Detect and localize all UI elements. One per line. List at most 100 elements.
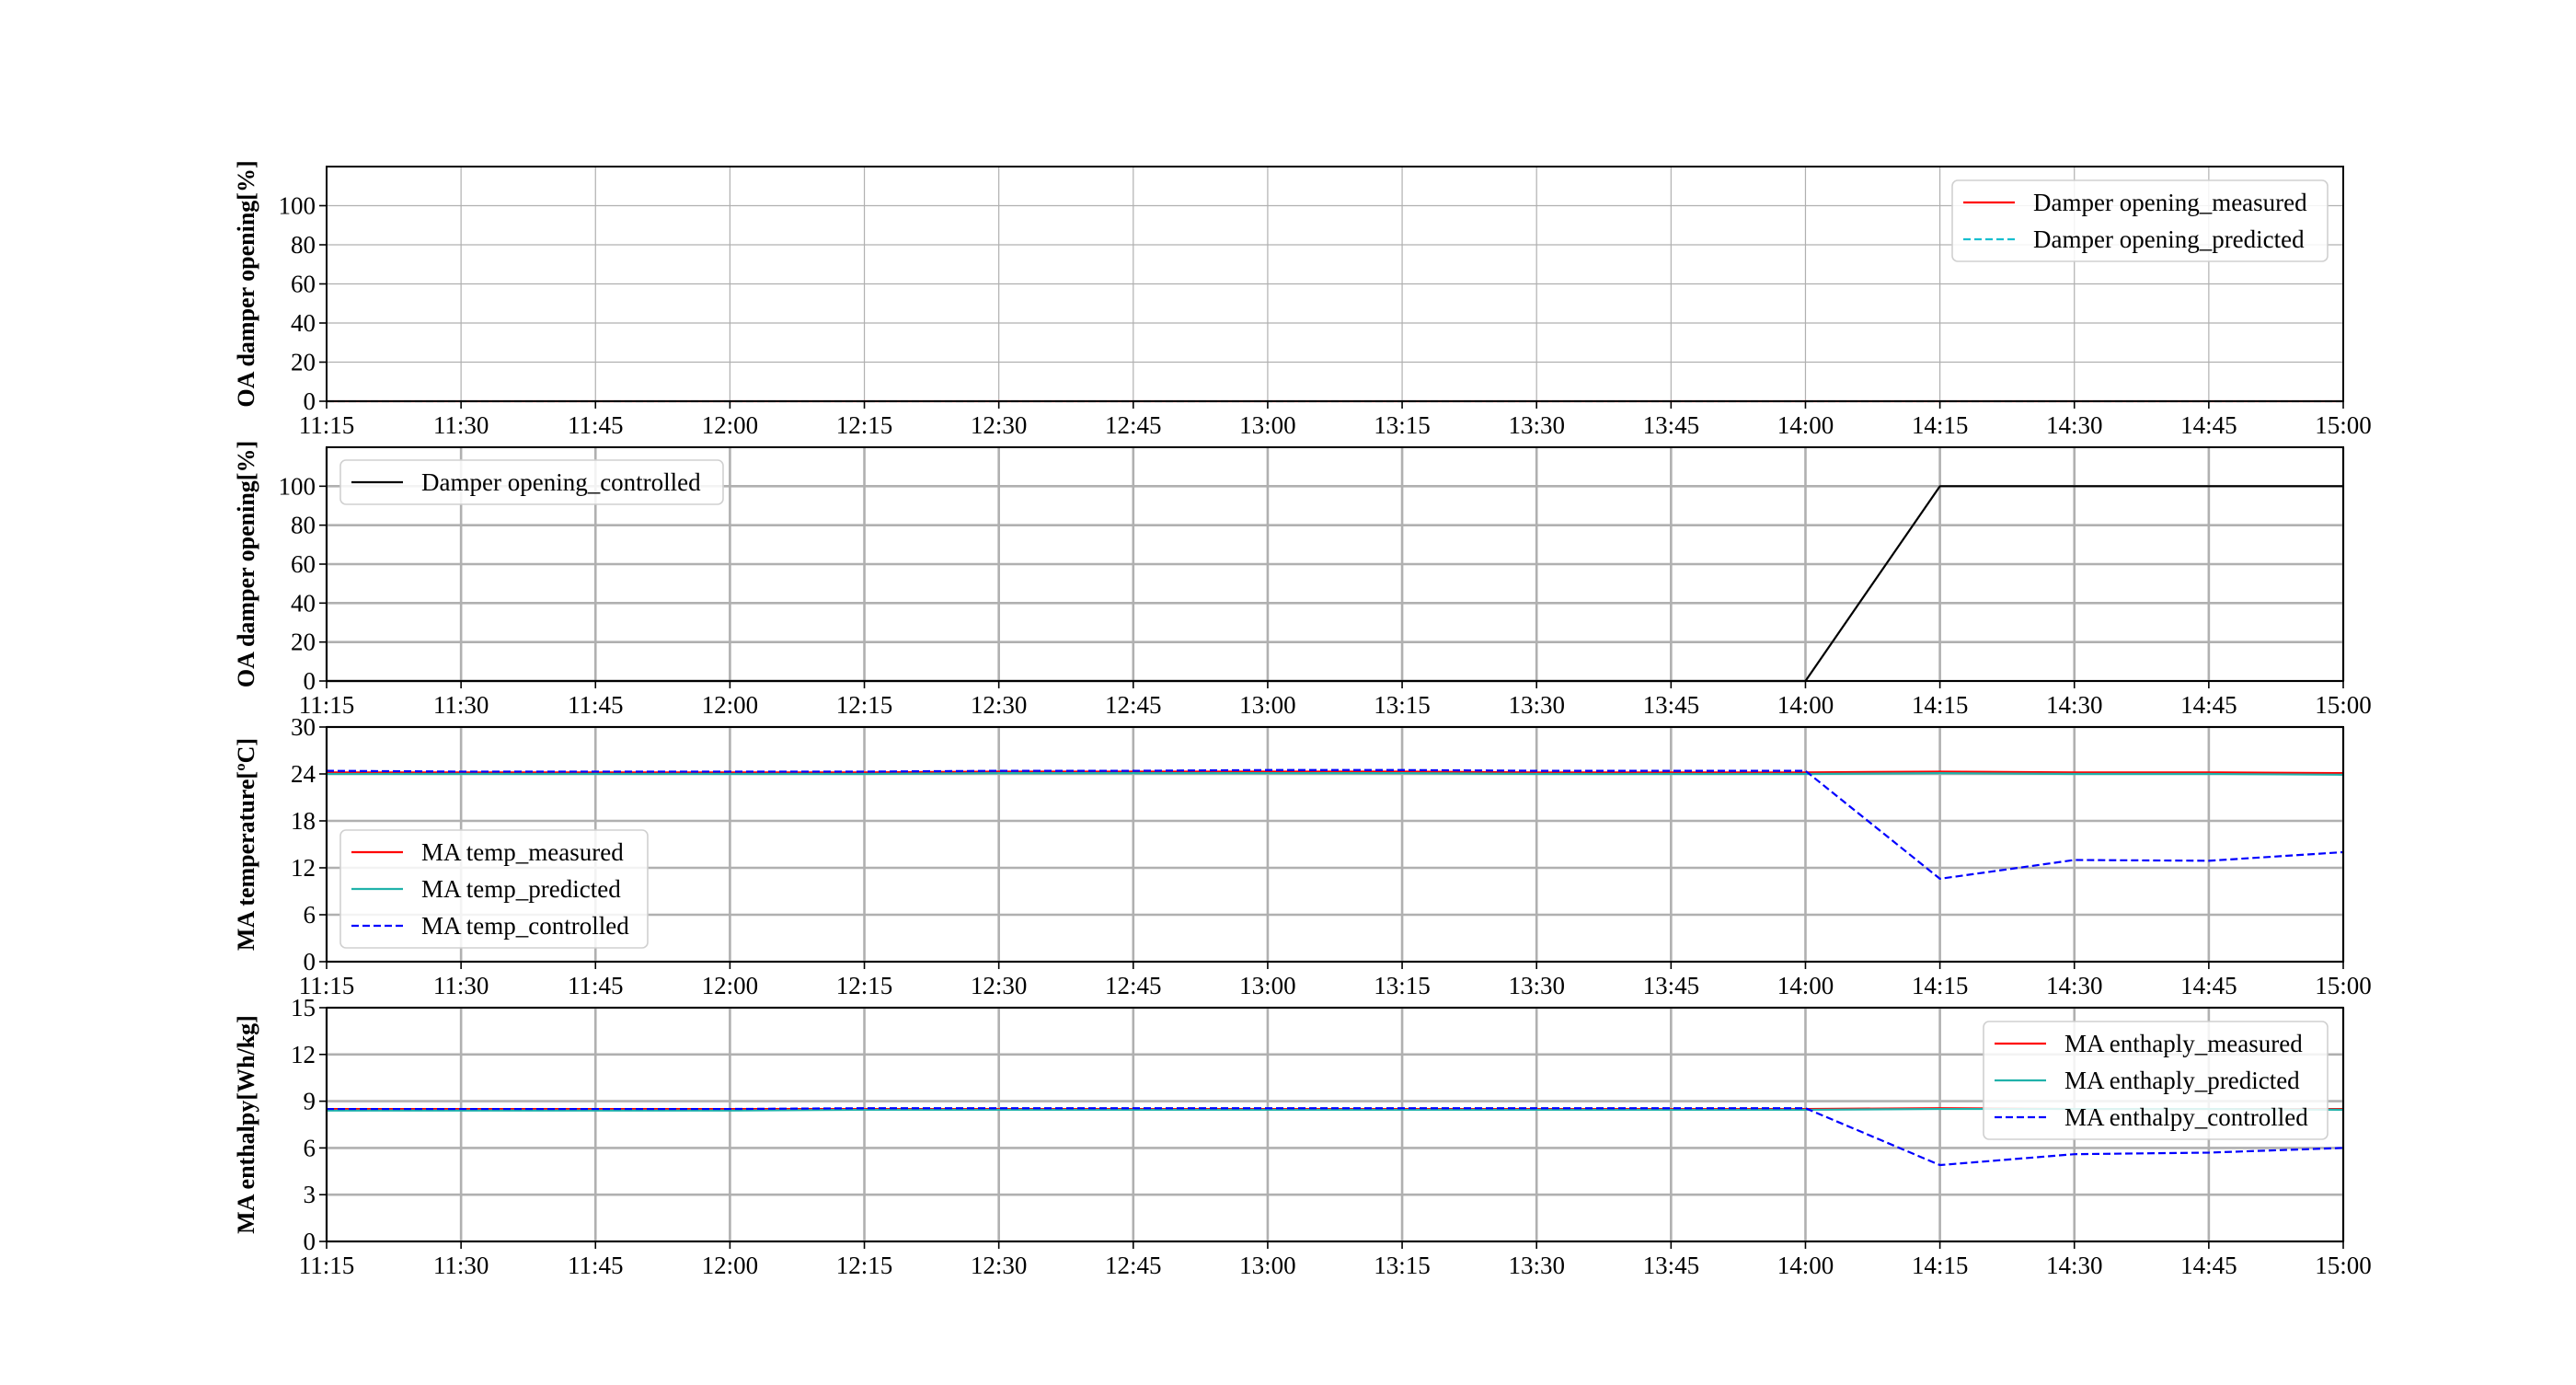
legend-label-2: Damper opening_predicted: [2033, 225, 2305, 253]
x-tick-label: 14:45: [2180, 972, 2237, 999]
y-axis-label: OA damper opening[%]: [233, 441, 259, 687]
x-tick-label: 13:45: [1643, 691, 1700, 719]
x-tick-label: 13:45: [1643, 1252, 1700, 1279]
x-tick-label: 12:30: [971, 1252, 1028, 1279]
y-tick-label: 100: [279, 192, 316, 220]
y-tick-label: 100: [279, 472, 316, 500]
x-tick-label: 12:15: [836, 411, 893, 439]
y-axis-label: MA enthalpy[Wh/kg]: [233, 1015, 259, 1234]
x-tick-label: 12:45: [1105, 1252, 1162, 1279]
legend: Damper opening_controlled: [339, 459, 724, 505]
x-tick-label: 13:00: [1239, 411, 1296, 439]
plot-frame: [326, 1007, 2344, 1242]
y-tick-label: 24: [291, 760, 316, 788]
plot-frame: [326, 726, 2344, 963]
y-tick-label: 40: [291, 589, 316, 617]
y-tick-label: 12: [291, 1041, 316, 1068]
x-tick-label: 12:15: [836, 972, 893, 999]
x-tick-label: 15:00: [2315, 691, 2372, 719]
y-tick-label: 20: [291, 349, 316, 376]
legend-label-1: MA enthaply_measured: [2064, 1030, 2303, 1057]
y-axis-label: OA damper opening[%]: [233, 160, 259, 407]
y-tick-label: 12: [291, 854, 316, 882]
x-tick-label: 14:45: [2180, 411, 2237, 439]
chart-panel-2: 0 20 40 60 80 100 11:15 11:30 11:45 12:00 12:15 12:…: [233, 441, 2372, 719]
chart-panel-4: 0 3 6 9 12 15 11:15 11:30 11:45 12:00 12:15 12:30 12…: [233, 994, 2372, 1279]
y-tick-label: 18: [291, 807, 316, 835]
x-tick-label: 14:30: [2046, 411, 2103, 439]
series-line-3: [327, 1107, 2344, 1167]
y-tick-label: 3: [304, 1181, 316, 1208]
x-tick-label: 11:30: [433, 972, 489, 999]
x-tick-label: 11:15: [299, 691, 355, 719]
legend: MA temp_measured MA temp_predicted MA temp…: [339, 829, 649, 949]
x-tick-label: 11:45: [568, 972, 624, 999]
y-tick-label: 60: [291, 271, 316, 298]
legend: MA enthaply_measured MA enthaply_predicte…: [1983, 1021, 2329, 1140]
x-tick-label: 15:00: [2315, 972, 2372, 999]
x-tick-label: 13:30: [1508, 411, 1565, 439]
series-line-3: [326, 768, 2344, 881]
y-tick-label: 60: [291, 550, 316, 578]
y-tick-label: 0: [304, 948, 316, 975]
x-tick-label: 15:00: [2315, 411, 2372, 439]
legend-label-2: MA enthaply_predicted: [2064, 1067, 2300, 1094]
legend-label-3: MA enthalpy_controlled: [2064, 1103, 2308, 1131]
x-tick-label: 11:30: [433, 1252, 489, 1279]
legend-box: [339, 459, 724, 505]
x-tick-label: 14:15: [1912, 411, 1969, 439]
x-tick-label: 13:00: [1239, 972, 1296, 999]
y-tick-label: 9: [304, 1088, 316, 1115]
y-tick-label: 40: [291, 309, 316, 337]
y-tick-label: 80: [291, 231, 316, 259]
x-tick-label: 12:00: [702, 691, 759, 719]
x-tick-label: 14:30: [2046, 972, 2103, 999]
y-axis-label: MA temperature[ºC]: [233, 738, 259, 951]
x-tick-label: 12:45: [1105, 691, 1162, 719]
x-tick-label: 12:15: [836, 1252, 893, 1279]
x-tick-label: 14:45: [2180, 1252, 2237, 1279]
x-tick-label: 14:30: [2046, 1252, 2103, 1279]
x-tick-label: 14:15: [1912, 1252, 1969, 1279]
legend-box: [339, 829, 649, 949]
x-tick-label: 14:00: [1777, 411, 1834, 439]
x-tick-label: 14:15: [1912, 691, 1969, 719]
x-tick-label: 13:30: [1508, 972, 1565, 999]
x-tick-label: 11:15: [299, 972, 355, 999]
x-tick-label: 12:15: [836, 691, 893, 719]
x-tick-label: 12:00: [702, 972, 759, 999]
x-tick-label: 12:30: [971, 691, 1028, 719]
x-tick-label: 11:30: [433, 691, 489, 719]
x-tick-label: 14:45: [2180, 691, 2237, 719]
legend-box: [1983, 1021, 2329, 1140]
chart-panel-3: 0 6 12 18 24 30 11:15 11:30 11:45 12:00 12:15 12:30…: [233, 713, 2372, 999]
legend-label-2: MA temp_predicted: [421, 875, 621, 903]
x-tick-label: 13:00: [1239, 691, 1296, 719]
y-tick-label: 0: [304, 1228, 316, 1255]
x-tick-label: 12:00: [702, 411, 759, 439]
legend-label-1: MA temp_measured: [421, 838, 624, 866]
y-tick-label: 20: [291, 629, 316, 656]
y-tick-label: 80: [291, 512, 316, 539]
x-tick-label: 11:45: [568, 411, 624, 439]
legend-label-1: Damper opening_measured: [2033, 189, 2307, 216]
x-tick-label: 11:30: [433, 411, 489, 439]
x-tick-label: 13:30: [1508, 1252, 1565, 1279]
legend: Damper opening_measured Damper opening_pr…: [1951, 179, 2329, 262]
x-tick-label: 12:45: [1105, 972, 1162, 999]
x-tick-label: 13:45: [1643, 972, 1700, 999]
y-tick-label: 0: [304, 387, 316, 415]
x-tick-label: 13:15: [1374, 972, 1431, 999]
x-tick-label: 13:15: [1374, 691, 1431, 719]
y-tick-label: 0: [304, 667, 316, 695]
x-tick-label: 11:15: [299, 411, 355, 439]
y-tick-label: 30: [291, 713, 316, 741]
x-tick-label: 14:00: [1777, 972, 1834, 999]
series-line-2: [327, 772, 2344, 776]
x-tick-label: 14:30: [2046, 691, 2103, 719]
x-tick-label: 14:00: [1777, 1252, 1834, 1279]
x-tick-label: 13:30: [1508, 691, 1565, 719]
x-tick-label: 13:15: [1374, 1252, 1431, 1279]
chart-panel-1: 0 20 40 60 80 100 11:15 11:30 11:45 12:00 12:15 12:…: [233, 160, 2372, 439]
